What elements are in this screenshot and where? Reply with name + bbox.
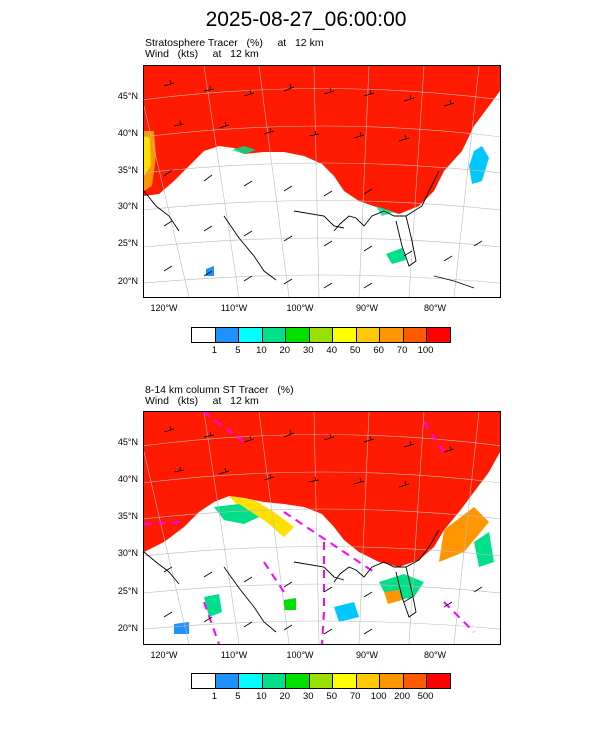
colorbar-label: 50 bbox=[326, 691, 337, 702]
tracer-cyan-blob bbox=[469, 146, 489, 184]
colorbar-swatch bbox=[333, 674, 357, 688]
colorbar-label: 30 bbox=[302, 691, 314, 702]
tracer-green-fringe bbox=[214, 504, 259, 524]
tracer-yellow-fringe bbox=[144, 136, 151, 176]
lon-label: 120°W bbox=[150, 303, 178, 313]
colorbar-label: 100 bbox=[370, 691, 387, 702]
coastline bbox=[144, 529, 440, 633]
lat-label: 35°N bbox=[117, 165, 138, 175]
lon-label: 100°W bbox=[286, 650, 314, 660]
colorbar-swatch bbox=[403, 674, 428, 688]
colorbar-label: 70 bbox=[349, 691, 361, 702]
lon-label: 90°W bbox=[355, 303, 379, 313]
colorbar-swatch bbox=[427, 328, 451, 342]
colorbar-swatch bbox=[286, 328, 310, 342]
tracer-orange-blob bbox=[384, 590, 402, 604]
colorbar-swatch bbox=[380, 328, 404, 342]
tracer-green-fringe bbox=[232, 146, 256, 154]
panel-2-map bbox=[143, 411, 501, 645]
tracer-yellow-fringe bbox=[229, 496, 294, 537]
colorbar-label: 50 bbox=[349, 345, 361, 356]
colorbar-label: 1 bbox=[211, 691, 218, 702]
colorbar-swatch bbox=[380, 674, 404, 688]
lat-label: 45°N bbox=[117, 437, 138, 447]
lat-label: 30°N bbox=[117, 201, 138, 211]
panel-1-title-line2: Wind (kts) at 12 km bbox=[145, 48, 259, 60]
colorbar-label: 30 bbox=[302, 345, 314, 356]
colorbar-label: 200 bbox=[394, 691, 410, 702]
panel-1-colorbar bbox=[191, 327, 451, 343]
tracer-green-blob bbox=[379, 574, 424, 602]
lat-label: 40°N bbox=[117, 474, 138, 484]
colorbar-swatch bbox=[286, 674, 310, 688]
colorbar-swatch bbox=[356, 328, 381, 342]
magenta-dashed-contours bbox=[144, 412, 475, 644]
panel-2-colorbar bbox=[191, 673, 451, 689]
tracer-green-blob bbox=[204, 594, 222, 617]
lat-label: 40°N bbox=[117, 128, 138, 138]
tracer-green-blob bbox=[284, 598, 296, 610]
lon-label: 90°W bbox=[355, 650, 379, 660]
lon-label: 120°W bbox=[150, 650, 178, 660]
colorbar-label: 500 bbox=[417, 691, 434, 702]
panel-2-title-line2: Wind (kts) at 12 km bbox=[145, 395, 259, 407]
colorbar-swatch bbox=[215, 328, 240, 342]
colorbar-swatch bbox=[309, 328, 334, 342]
lat-label: 25°N bbox=[117, 238, 138, 248]
colorbar-label: 1 bbox=[211, 345, 218, 356]
tracer-red-region bbox=[144, 66, 500, 214]
colorbar-swatch bbox=[333, 328, 357, 342]
colorbar-label: 5 bbox=[235, 345, 241, 356]
lat-label: 20°N bbox=[117, 276, 138, 286]
lat-label: 35°N bbox=[117, 511, 138, 521]
panel-1-map bbox=[143, 65, 501, 298]
tracer-blue-blob bbox=[174, 622, 189, 634]
lon-label: 100°W bbox=[286, 303, 314, 313]
tracer-green-fringe bbox=[474, 532, 494, 567]
colorbar-swatch bbox=[309, 674, 334, 688]
lat-label: 45°N bbox=[117, 91, 138, 101]
lon-label: 80°W bbox=[423, 303, 447, 313]
colorbar-label: 60 bbox=[373, 345, 384, 356]
main-title: 2025-08-27_06:00:00 bbox=[205, 8, 407, 31]
colorbar-label: 100 bbox=[417, 345, 434, 356]
colorbar-label: 40 bbox=[326, 345, 337, 356]
colorbar-label: 5 bbox=[235, 691, 241, 702]
colorbar-swatch bbox=[192, 328, 216, 342]
colorbar-swatch bbox=[262, 328, 287, 342]
colorbar-label: 10 bbox=[256, 345, 267, 356]
colorbar-swatch bbox=[239, 328, 263, 342]
colorbar-swatch bbox=[239, 674, 263, 688]
colorbar-swatch bbox=[356, 674, 381, 688]
tracer-green-blob bbox=[386, 248, 406, 264]
tracer-red-region bbox=[144, 412, 500, 567]
panel-2-title-line1: 8-14 km column ST Tracer (%) bbox=[145, 384, 294, 396]
graticule bbox=[144, 66, 500, 297]
lon-label: 110°W bbox=[220, 650, 248, 660]
colorbar-swatch bbox=[403, 328, 428, 342]
colorbar-label: 20 bbox=[279, 345, 291, 356]
panel-1-title-line1: Stratosphere Tracer (%) at 12 km bbox=[145, 37, 324, 49]
wind-barbs bbox=[163, 79, 483, 289]
tracer-cyan-blob bbox=[334, 602, 359, 622]
lat-label: 20°N bbox=[117, 623, 138, 633]
colorbar-label: 70 bbox=[396, 345, 408, 356]
lon-label: 110°W bbox=[220, 303, 248, 313]
lat-label: 30°N bbox=[117, 548, 138, 558]
tracer-blue-blob bbox=[206, 266, 214, 276]
colorbar-swatch bbox=[215, 674, 240, 688]
lat-label: 25°N bbox=[117, 586, 138, 596]
wind-barbs bbox=[163, 425, 483, 635]
lon-label: 80°W bbox=[423, 650, 447, 660]
coastline bbox=[144, 170, 475, 289]
colorbar-swatch bbox=[262, 674, 287, 688]
graticule bbox=[144, 412, 500, 644]
colorbar-swatch bbox=[192, 674, 216, 688]
colorbar-label: 10 bbox=[256, 691, 267, 702]
tracer-orange-fringe bbox=[439, 507, 489, 562]
colorbar-label: 20 bbox=[279, 691, 291, 702]
colorbar-swatch bbox=[427, 674, 451, 688]
